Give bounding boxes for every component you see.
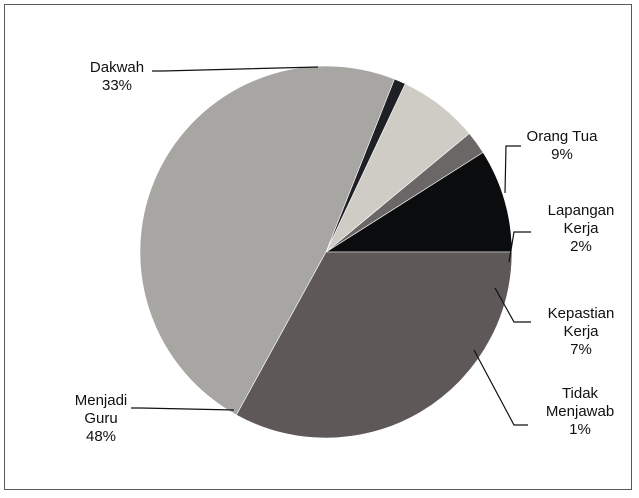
pie-slice-menjadi-guru — [139, 65, 395, 416]
leader-line-lapangan-kerja — [508, 231, 531, 263]
slice-label-lapangan-kerja: Lapangan Kerja 2% — [548, 202, 615, 255]
pie-slice-orang-tua — [324, 151, 513, 253]
slice-label-menjadi-guru: Menjadi Guru 48% — [75, 392, 128, 445]
slice-label-orang-tua: Orang Tua 9% — [527, 128, 599, 163]
slice-label-dakwah: Dakwah 33% — [90, 59, 144, 94]
slice-label-tidak-menjawab: Tidak Menjawab 1% — [546, 385, 614, 438]
leader-line-dakwah — [152, 66, 319, 72]
leader-line-tidak-menjawab — [473, 349, 528, 426]
pie-slice-dakwah — [235, 251, 513, 439]
leader-line-orang-tua — [504, 145, 521, 194]
leader-line-kepastian-kerja — [494, 287, 531, 323]
leader-line-menjadi-guru — [131, 407, 235, 411]
slice-label-kepastian-kerja: Kepastian Kerja 7% — [548, 305, 615, 358]
